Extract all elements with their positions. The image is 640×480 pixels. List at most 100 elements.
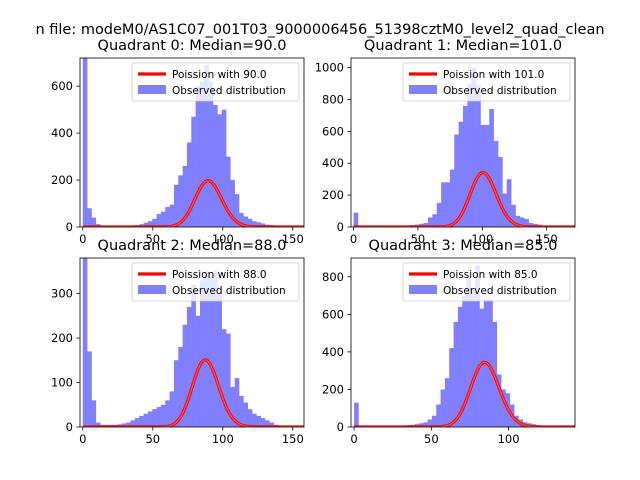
histogram-bar xyxy=(470,289,476,427)
histogram-bar xyxy=(423,223,429,227)
histogram-bar xyxy=(221,109,227,227)
legend-patch-observed xyxy=(138,285,166,294)
histogram-bar xyxy=(121,423,127,427)
y-tick-label: 200 xyxy=(51,331,73,345)
histogram-bar xyxy=(252,221,257,227)
histogram-bar xyxy=(147,221,153,227)
histogram-bar xyxy=(126,422,131,427)
histogram-bar xyxy=(256,415,262,427)
y-tick-label: 400 xyxy=(322,345,344,359)
histogram-bar xyxy=(156,214,162,227)
histogram-bar xyxy=(239,395,244,427)
histogram-bar xyxy=(147,411,153,427)
x-tick-label: 150 xyxy=(282,432,304,446)
plot-area xyxy=(82,58,304,227)
histogram-bar xyxy=(515,215,521,227)
histogram-bar xyxy=(265,420,270,427)
histogram-bar xyxy=(156,406,162,427)
histogram-bar xyxy=(440,389,446,427)
histogram-bar xyxy=(195,86,201,227)
histogram-bar xyxy=(82,258,88,427)
histogram-bar xyxy=(182,324,188,427)
histogram-bar xyxy=(498,156,503,227)
histogram-bar xyxy=(243,216,249,227)
x-tick-label: 150 xyxy=(282,232,304,246)
y-tick-label: 0 xyxy=(66,220,73,234)
x-tick-label: 50 xyxy=(145,232,160,246)
histogram-bar xyxy=(444,378,450,427)
histogram-bar xyxy=(186,306,192,427)
histogram-bar xyxy=(463,105,468,227)
legend-patch-observed xyxy=(409,85,437,94)
histogram-bar xyxy=(87,351,92,427)
quadrant-panel-3: 0 50 100 0 200 400 600 800 Poission with 85.0 Obs… xyxy=(322,238,576,446)
histogram-bar xyxy=(475,265,480,427)
legend-box xyxy=(402,262,571,302)
panel-title: Quadrant 1: Median=101.0 xyxy=(364,38,562,54)
histogram-bar xyxy=(243,402,249,427)
histogram-bar xyxy=(152,218,157,227)
y-tick-label: 800 xyxy=(322,92,344,106)
axes-frame xyxy=(79,57,305,228)
quadrant-panel-2: 0 50 100 150 0 100 200 300 Poission with 88.0 Obs… xyxy=(51,238,305,446)
histogram-bar xyxy=(234,194,240,227)
figure-suptitle: n file: modeM0/AS1C07_001T03_9000006456_… xyxy=(35,22,604,38)
histogram-bar xyxy=(143,413,149,427)
y-tick-label: 1000 xyxy=(315,61,344,75)
histogram-bar xyxy=(454,134,459,227)
y-tick-label: 600 xyxy=(322,124,344,138)
histogram-bar xyxy=(213,271,218,427)
histogram-bar xyxy=(217,114,222,227)
histogram-bar xyxy=(269,422,275,427)
x-tick-label: 0 xyxy=(350,432,357,446)
histogram-bar xyxy=(247,218,253,227)
histogram-bar xyxy=(427,419,433,427)
y-tick-label: 300 xyxy=(51,287,73,301)
x-tick-label: 50 xyxy=(411,232,426,246)
histogram-bar xyxy=(95,422,101,427)
histogram-bar xyxy=(221,329,227,427)
x-tick-label: 100 xyxy=(498,432,520,446)
histogram-bar xyxy=(82,58,88,227)
histogram-bar xyxy=(204,271,209,427)
y-tick-label: 0 xyxy=(337,420,344,434)
y-tick-label: 200 xyxy=(51,173,73,187)
histogram-bar xyxy=(441,182,446,227)
x-tick-label: 0 xyxy=(79,232,86,246)
y-tick-label: 800 xyxy=(322,270,344,284)
histogram-bar xyxy=(354,402,359,427)
histogram-bar xyxy=(418,423,424,427)
legend-box xyxy=(131,62,300,102)
histogram-bar xyxy=(173,360,179,427)
histogram-bar xyxy=(230,180,235,227)
histogram-bar xyxy=(479,308,485,427)
histogram-bar xyxy=(173,184,179,227)
histogram-bar xyxy=(178,175,183,227)
histogram-bar xyxy=(462,295,467,427)
histogram-bar xyxy=(226,333,231,427)
legend-label-observed: Observed distribution xyxy=(172,285,286,297)
histogram-bar xyxy=(432,214,438,227)
histogram-bar xyxy=(191,116,196,227)
x-tick-label: 50 xyxy=(424,432,439,446)
histogram-bar xyxy=(217,293,222,427)
histogram-bar xyxy=(208,81,214,227)
legend-label-poisson: Poission with 101.0 xyxy=(443,69,544,81)
histogram-bar xyxy=(247,409,253,427)
histogram-bar xyxy=(91,400,97,427)
histogram-bar xyxy=(511,204,516,227)
x-tick-label: 100 xyxy=(471,232,493,246)
histogram-bar xyxy=(260,223,266,227)
x-tick-label: 100 xyxy=(212,232,234,246)
histogram-bar xyxy=(234,378,240,427)
histogram-bar xyxy=(208,275,214,427)
histogram-bar xyxy=(239,212,244,227)
histogram-bar xyxy=(260,418,266,427)
legend-box xyxy=(131,262,300,302)
axes-frame xyxy=(350,257,576,428)
panel-title: Quadrant 3: Median=85.0 xyxy=(369,238,558,254)
histogram-bar xyxy=(230,386,235,427)
histogram-bar xyxy=(169,391,175,427)
histogram-bar xyxy=(467,83,473,227)
legend-patch-observed xyxy=(138,85,166,94)
